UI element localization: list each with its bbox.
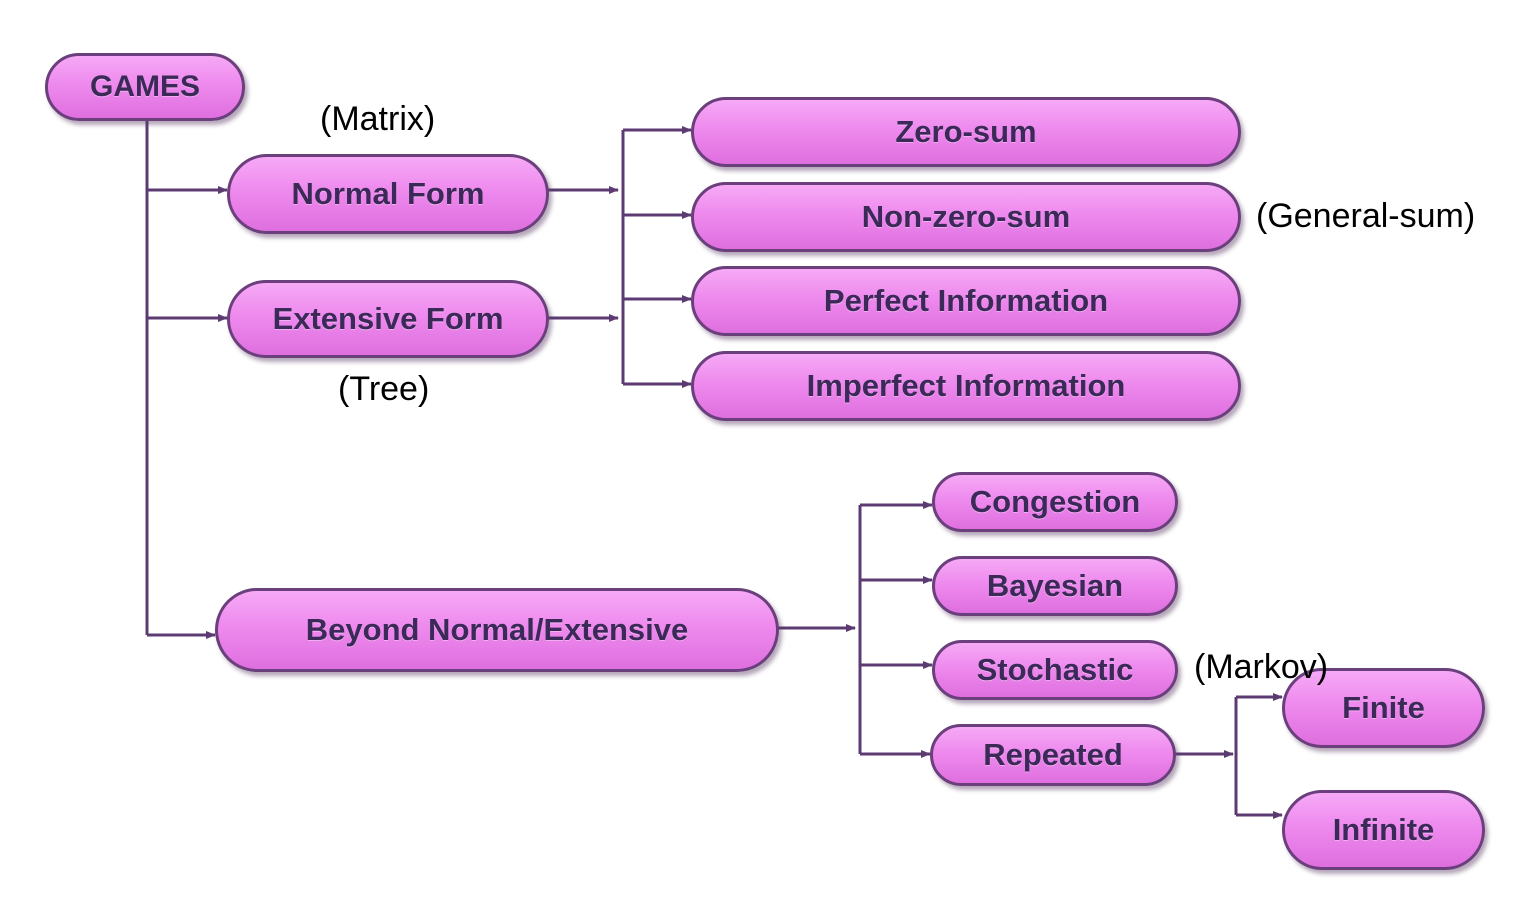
node-non-zero-sum: Non-zero-sum [691,182,1241,252]
node-zero-sum: Zero-sum [691,97,1241,167]
node-repeated: Repeated [930,724,1176,786]
node-extensive-form: Extensive Form [227,280,549,358]
node-bayesian: Bayesian [932,556,1178,616]
node-normal-form: Normal Form [227,154,549,234]
node-infinite: Infinite [1282,790,1485,870]
annotation-tree: (Tree) [338,370,430,408]
annotation-matrix: (Matrix) [320,100,436,138]
node-finite: Finite [1282,668,1485,748]
node-beyond-normal-extensive: Beyond Normal/Extensive [215,588,779,672]
annotation-markov: (Markov) [1194,648,1329,686]
node-imperfect-information: Imperfect Information [691,351,1241,421]
node-congestion: Congestion [932,472,1178,532]
annotation-general-sum: (General-sum) [1256,197,1476,235]
node-stochastic: Stochastic [932,640,1178,700]
node-games: GAMES [45,53,245,121]
node-perfect-information: Perfect Information [691,266,1241,336]
